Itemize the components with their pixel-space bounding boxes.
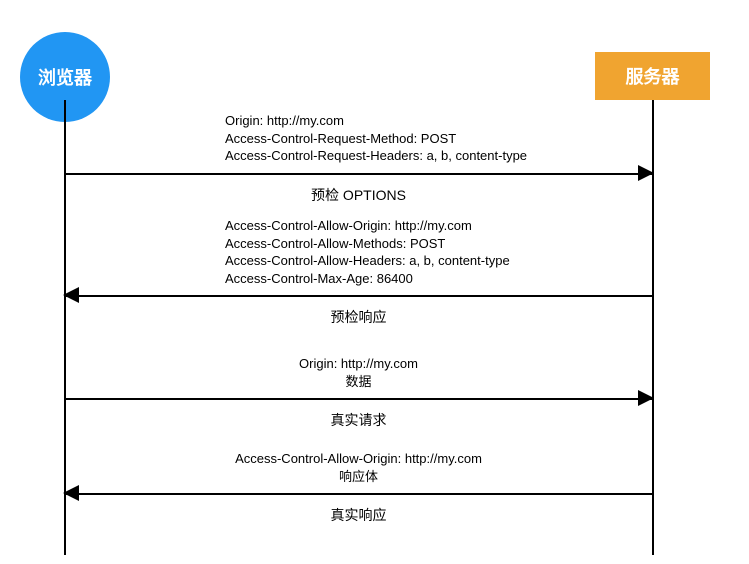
msg-headers: Origin: http://my.com Access-Control-Req…	[65, 112, 652, 165]
msg-label: 真实请求	[65, 410, 652, 430]
server-label: 服务器	[626, 63, 680, 89]
arrow-left-icon	[65, 289, 652, 303]
msg-label: 真实响应	[65, 505, 652, 525]
msg-label: 预检响应	[65, 307, 652, 327]
msg-headers: Access-Control-Allow-Origin: http://my.c…	[65, 450, 652, 485]
arrow-right-icon	[65, 392, 652, 406]
msg-real-request: Origin: http://my.com 数据 真实请求	[65, 355, 652, 430]
msg-headers: Access-Control-Allow-Origin: http://my.c…	[65, 217, 652, 287]
browser-label: 浏览器	[38, 64, 92, 90]
msg-headers: Origin: http://my.com 数据	[65, 355, 652, 390]
msg-preflight-request: Origin: http://my.com Access-Control-Req…	[65, 112, 652, 205]
arrow-right-icon	[65, 167, 652, 181]
msg-real-response: Access-Control-Allow-Origin: http://my.c…	[65, 450, 652, 525]
sequence-diagram: 浏览器 服务器 Origin: http://my.com Access-Con…	[0, 0, 749, 564]
msg-preflight-response: Access-Control-Allow-Origin: http://my.c…	[65, 217, 652, 327]
arrow-left-icon	[65, 487, 652, 501]
msg-label: 预检 OPTIONS	[65, 185, 652, 205]
server-node: 服务器	[595, 52, 710, 100]
